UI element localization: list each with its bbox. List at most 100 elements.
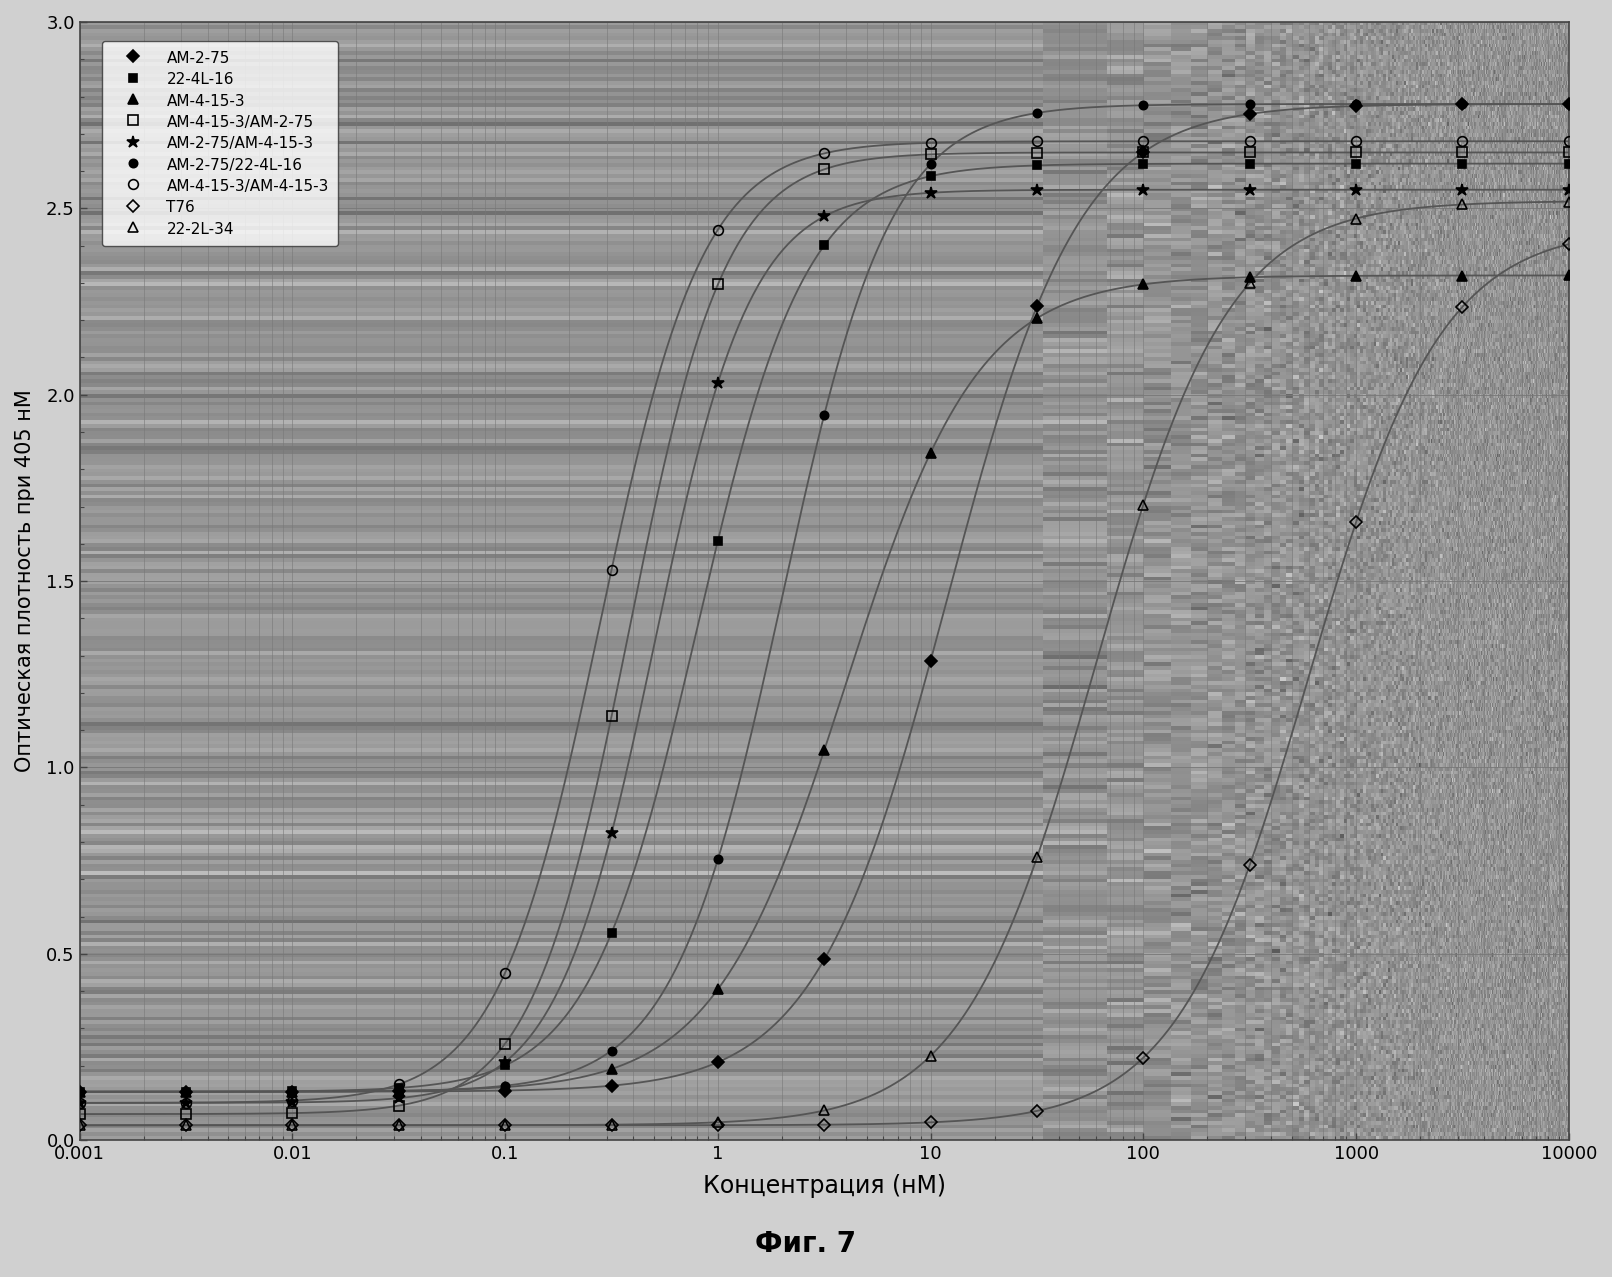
T76	[1559, 236, 1578, 252]
AM-2-75/22-4L-16	[69, 1084, 89, 1099]
AM-4-15-3	[1133, 277, 1153, 292]
T76	[1027, 1103, 1046, 1119]
AM-4-15-3/AM-2-75	[176, 1106, 195, 1121]
AM-2-75	[708, 1055, 727, 1070]
AM-2-75/22-4L-16	[814, 407, 833, 423]
AM-4-15-3/AM-4-15-3	[495, 965, 514, 981]
Line: T76: T76	[76, 240, 1573, 1129]
AM-2-75/AM-4-15-3	[495, 1055, 514, 1070]
AM-2-75	[176, 1084, 195, 1099]
AM-2-75/22-4L-16	[495, 1078, 514, 1093]
T76	[601, 1117, 621, 1133]
AM-2-75/AM-4-15-3	[708, 375, 727, 391]
AM-2-75/AM-4-15-3	[1027, 183, 1046, 198]
AM-4-15-3/AM-4-15-3	[388, 1077, 408, 1092]
AM-2-75/AM-4-15-3	[388, 1091, 408, 1106]
T76	[282, 1117, 301, 1133]
T76	[1452, 299, 1472, 314]
AM-2-75	[1027, 299, 1046, 314]
22-2L-34	[920, 1048, 940, 1064]
AM-2-75	[601, 1078, 621, 1093]
AM-4-15-3/AM-4-15-3	[1027, 134, 1046, 149]
AM-4-15-3/AM-4-15-3	[601, 562, 621, 577]
AM-4-15-3/AM-4-15-3	[1133, 134, 1153, 149]
AM-2-75/22-4L-16	[920, 157, 940, 172]
AM-4-15-3	[814, 742, 833, 757]
AM-2-75	[495, 1083, 514, 1098]
AM-4-15-3	[1240, 269, 1259, 285]
T76	[69, 1117, 89, 1133]
Text: Фиг. 7: Фиг. 7	[756, 1230, 856, 1258]
22-4L-16	[282, 1083, 301, 1098]
AM-4-15-3	[1452, 268, 1472, 283]
AM-4-15-3/AM-2-75	[601, 709, 621, 724]
AM-2-75	[69, 1084, 89, 1099]
AM-2-75/AM-4-15-3	[176, 1096, 195, 1111]
AM-4-15-3/AM-4-15-3	[1240, 134, 1259, 149]
AM-4-15-3	[176, 1084, 195, 1099]
AM-2-75	[282, 1084, 301, 1099]
AM-2-75/AM-4-15-3	[814, 208, 833, 223]
T76	[388, 1117, 408, 1133]
22-2L-34	[495, 1117, 514, 1133]
22-4L-16	[814, 238, 833, 253]
22-4L-16	[1133, 156, 1153, 171]
AM-4-15-3/AM-2-75	[1346, 144, 1365, 160]
AM-4-15-3	[601, 1061, 621, 1077]
22-4L-16	[1027, 158, 1046, 174]
Line: 22-2L-34: 22-2L-34	[74, 197, 1573, 1130]
AM-2-75	[388, 1084, 408, 1099]
AM-4-15-3	[388, 1083, 408, 1098]
AM-2-75/22-4L-16	[388, 1083, 408, 1098]
AM-2-75/22-4L-16	[708, 852, 727, 867]
AM-4-15-3/AM-2-75	[495, 1036, 514, 1051]
22-2L-34	[708, 1115, 727, 1130]
T76	[1346, 515, 1365, 530]
AM-2-75/AM-4-15-3	[1346, 183, 1365, 198]
AM-2-75/22-4L-16	[1240, 97, 1259, 112]
AM-4-15-3/AM-2-75	[920, 147, 940, 162]
Line: AM-4-15-3/AM-4-15-3: AM-4-15-3/AM-4-15-3	[74, 137, 1573, 1107]
AM-2-75	[814, 951, 833, 967]
AM-4-15-3/AM-2-75	[814, 162, 833, 178]
AM-2-75	[920, 653, 940, 668]
AM-2-75/AM-4-15-3	[282, 1094, 301, 1110]
AM-4-15-3/AM-4-15-3	[920, 135, 940, 151]
22-2L-34	[1559, 194, 1578, 209]
AM-4-15-3/AM-2-75	[69, 1106, 89, 1121]
T76	[814, 1117, 833, 1133]
T76	[495, 1117, 514, 1133]
AM-4-15-3	[708, 982, 727, 997]
22-4L-16	[69, 1084, 89, 1099]
22-4L-16	[388, 1080, 408, 1096]
AM-4-15-3	[69, 1084, 89, 1099]
AM-4-15-3/AM-2-75	[388, 1098, 408, 1114]
22-2L-34	[388, 1117, 408, 1133]
AM-2-75/22-4L-16	[282, 1084, 301, 1099]
AM-4-15-3/AM-4-15-3	[1559, 134, 1578, 149]
Y-axis label: Оптическая плотность при 405 нМ: Оптическая плотность при 405 нМ	[15, 389, 35, 773]
T76	[1133, 1050, 1153, 1065]
AM-4-15-3/AM-4-15-3	[176, 1094, 195, 1110]
AM-4-15-3/AM-4-15-3	[708, 222, 727, 238]
22-4L-16	[495, 1057, 514, 1073]
22-2L-34	[814, 1103, 833, 1119]
22-2L-34	[1346, 211, 1365, 226]
X-axis label: Концентрация (нМ): Концентрация (нМ)	[703, 1174, 946, 1198]
22-2L-34	[69, 1117, 89, 1133]
Line: AM-2-75/22-4L-16: AM-2-75/22-4L-16	[76, 100, 1573, 1096]
22-2L-34	[601, 1117, 621, 1133]
AM-2-75	[1559, 97, 1578, 112]
T76	[176, 1117, 195, 1133]
22-2L-34	[1133, 497, 1153, 512]
22-2L-34	[1240, 276, 1259, 291]
AM-2-75/AM-4-15-3	[601, 826, 621, 842]
Line: AM-2-75/AM-4-15-3: AM-2-75/AM-4-15-3	[74, 184, 1575, 1110]
AM-4-15-3	[920, 444, 940, 460]
22-4L-16	[708, 533, 727, 548]
T76	[708, 1117, 727, 1133]
22-4L-16	[1452, 156, 1472, 171]
AM-2-75/AM-4-15-3	[1559, 183, 1578, 198]
Line: 22-4L-16: 22-4L-16	[76, 160, 1573, 1096]
AM-4-15-3/AM-4-15-3	[1452, 134, 1472, 149]
